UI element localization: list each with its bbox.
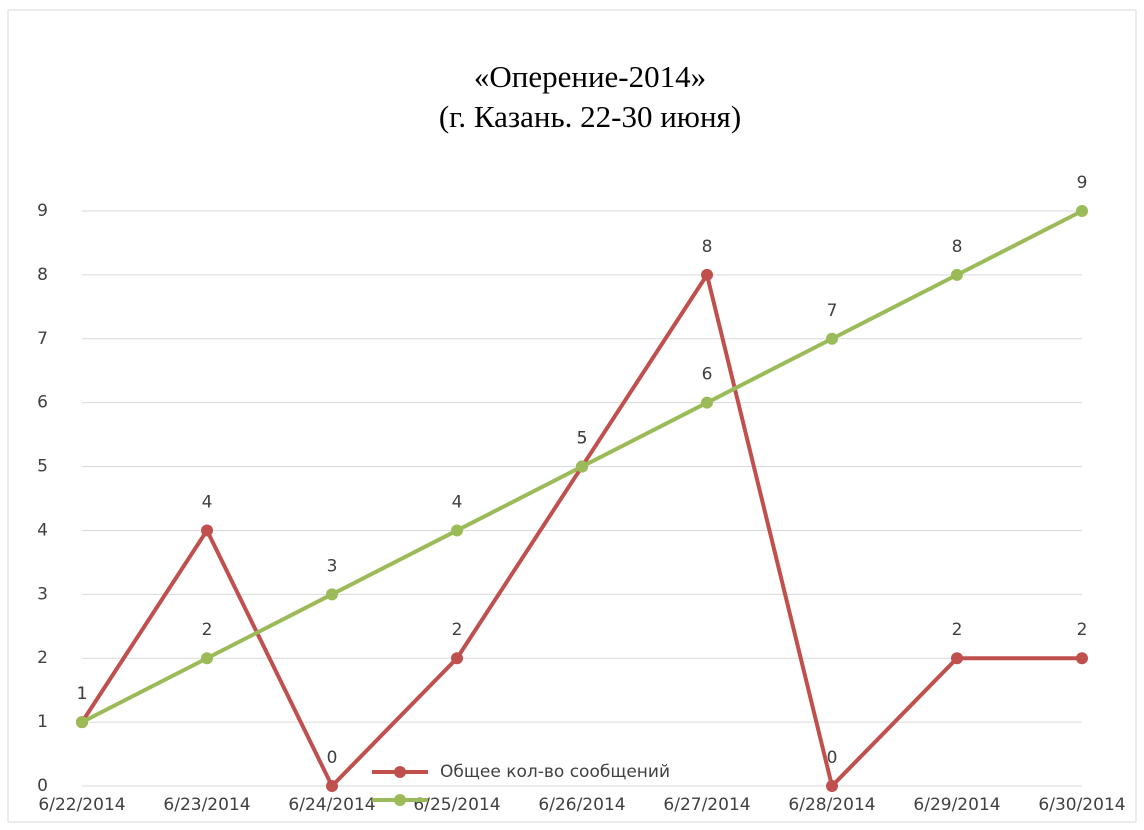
- x-tick-label: 6/27/2014: [663, 795, 750, 815]
- y-tick-label: 6: [37, 393, 48, 413]
- data-point: [326, 780, 338, 792]
- x-tick-label: 6/24/2014: [288, 795, 375, 815]
- data-label: 6: [702, 365, 713, 385]
- data-label: 8: [702, 237, 713, 257]
- x-tick-label: 6/30/2014: [1038, 795, 1125, 815]
- data-point: [701, 268, 713, 281]
- data-point: [576, 460, 588, 473]
- data-point: [201, 652, 213, 665]
- x-tick-label: 6/25/2014: [413, 795, 500, 815]
- data-point: [951, 652, 963, 665]
- data-label: 7: [827, 301, 838, 321]
- y-tick-label: 9: [37, 201, 48, 221]
- chart-border: [7, 9, 1137, 823]
- x-tick-label: 6/26/2014: [538, 795, 625, 815]
- y-tick-label: 7: [37, 329, 48, 349]
- data-label: 5: [577, 429, 588, 449]
- chart-title: (г. Казань. 22-30 июня): [439, 99, 741, 134]
- data-point: [451, 524, 463, 537]
- x-tick-label: 6/23/2014: [163, 795, 250, 815]
- chart-title: «Оперение-2014»: [474, 59, 706, 94]
- data-point: [826, 332, 838, 345]
- x-tick-label: 6/28/2014: [788, 795, 875, 815]
- data-point: [76, 716, 88, 729]
- data-label: 5: [577, 429, 588, 449]
- data-point: [951, 268, 963, 281]
- data-label: 0: [827, 748, 838, 768]
- data-label: 4: [452, 492, 463, 512]
- legend-marker: [394, 794, 406, 806]
- data-label: 1: [77, 684, 88, 704]
- data-point: [326, 588, 338, 601]
- data-label: 0: [327, 748, 338, 768]
- data-point: [201, 524, 213, 537]
- data-point: [826, 780, 838, 792]
- data-label: 2: [202, 620, 213, 640]
- data-point: [1076, 652, 1088, 665]
- y-tick-label: 8: [37, 265, 48, 285]
- x-tick-label: 6/29/2014: [913, 795, 1000, 815]
- data-label: 2: [952, 620, 963, 640]
- x-tick-label: 6/22/2014: [38, 795, 125, 815]
- y-tick-label: 4: [37, 520, 48, 540]
- y-tick-label: 1: [37, 712, 48, 732]
- data-point: [1076, 205, 1088, 217]
- data-point: [701, 396, 713, 409]
- y-tick-label: 3: [37, 584, 48, 604]
- data-label: 1: [77, 684, 88, 704]
- data-label: 4: [202, 492, 213, 512]
- data-label: 2: [452, 620, 463, 640]
- data-label: 3: [327, 556, 338, 576]
- data-label: 2: [1077, 620, 1088, 640]
- data-label: 8: [952, 237, 963, 257]
- data-label: 9: [1077, 173, 1088, 193]
- data-point: [451, 652, 463, 665]
- legend-marker: [394, 766, 406, 778]
- y-tick-label: 5: [37, 457, 48, 477]
- y-tick-label: 0: [37, 776, 48, 796]
- legend-label: Общее кол-во сообщений: [440, 762, 670, 782]
- y-tick-label: 2: [37, 648, 48, 668]
